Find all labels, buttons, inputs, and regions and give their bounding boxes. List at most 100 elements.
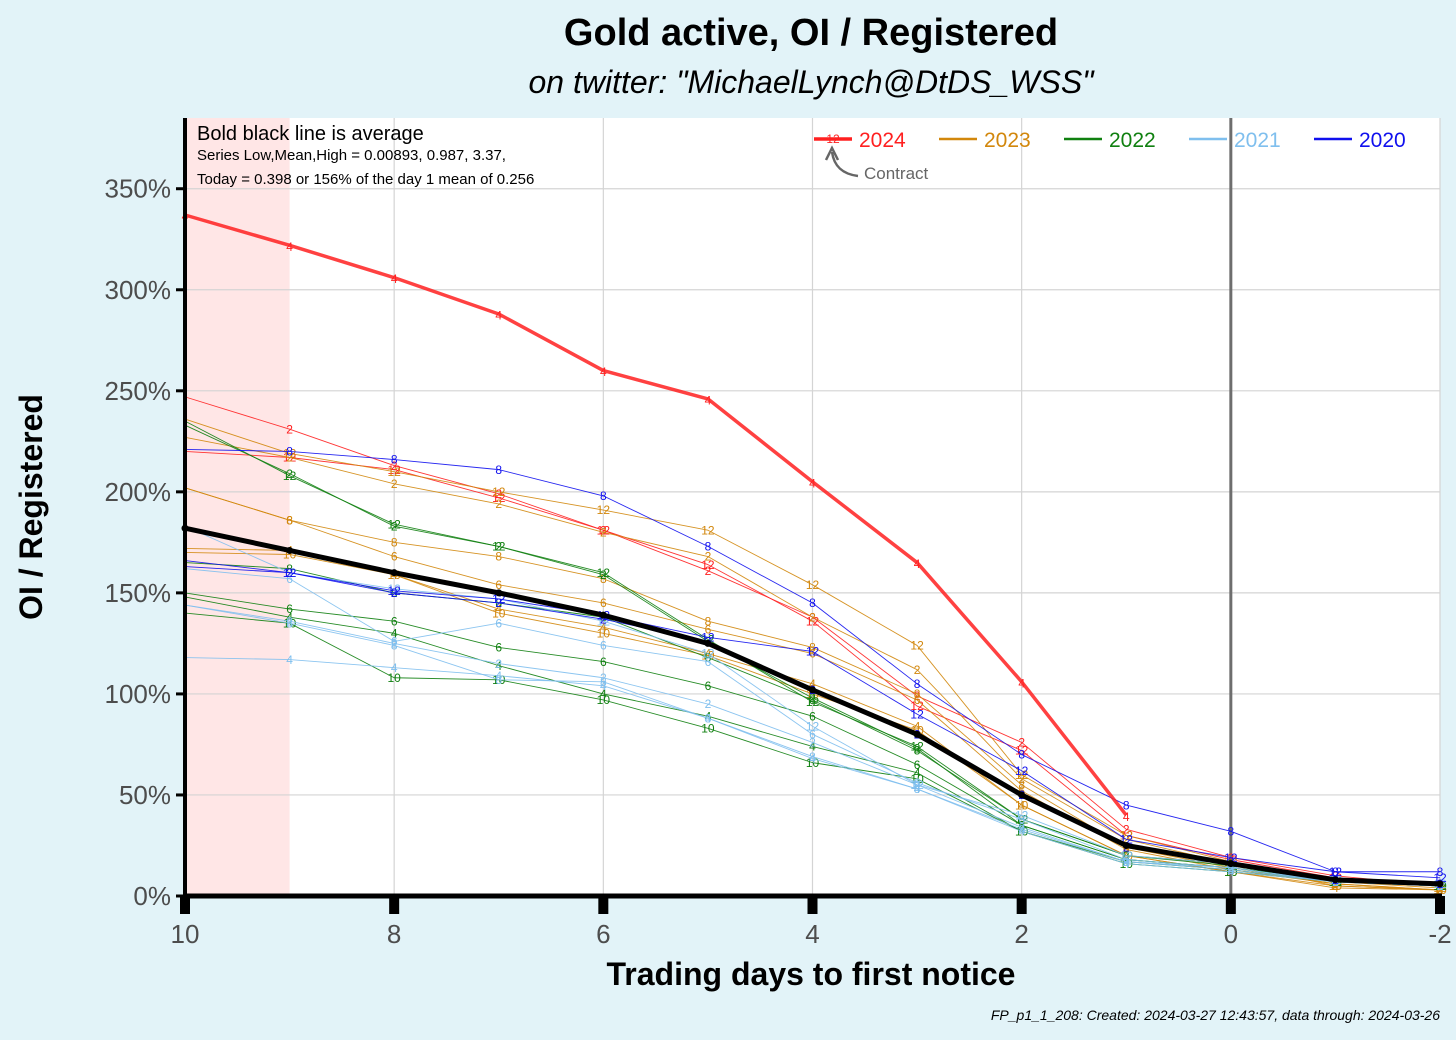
point-label: 6 [809, 728, 816, 742]
series-2021-c2-line [184, 604, 1441, 887]
point-label: 2 [391, 459, 398, 473]
axes: 0%50%100%150%200%250%300%350%10 8 6 4 2 0 -2 [105, 118, 1452, 949]
point-label: 2 [1332, 869, 1339, 883]
point-label: 8 [391, 536, 398, 550]
point-label: 6 [1018, 818, 1025, 832]
y-tick-label: 300% [105, 275, 172, 305]
series-2020-c12-line [184, 566, 1441, 879]
series-2024-c4-line [184, 213, 1128, 817]
point-label: 2 [1018, 820, 1025, 834]
x-tick-mark [1435, 896, 1445, 914]
series-2024-c12-line [184, 450, 1441, 887]
point-label: 12 [1329, 865, 1343, 879]
point-label: 2 [914, 663, 921, 677]
point-label: 8 [1123, 798, 1130, 812]
point-label: 8 [809, 596, 816, 610]
series-2021-c8-line [184, 604, 1441, 887]
point-label: 4 [705, 709, 712, 723]
point-label: 12 [1015, 744, 1029, 758]
legend-label-2020: 2020 [1359, 129, 1406, 152]
point-label: 4 [286, 610, 293, 624]
legend-item-2020: 2020 [1314, 129, 1406, 152]
point-label: 8 [495, 550, 502, 564]
point-label: 12 [1120, 829, 1134, 843]
average-point [1227, 860, 1235, 868]
highlight-band-layer [185, 118, 290, 896]
point-label: 2 [1437, 883, 1444, 897]
point-label: 8 [286, 616, 293, 630]
point-label: 12 [387, 517, 401, 531]
point-label: 8 [809, 750, 816, 764]
point-label: 6 [495, 616, 502, 630]
point-label: 12 [387, 463, 401, 477]
point-label: 8 [705, 614, 712, 628]
point-label: 4 [1018, 676, 1025, 690]
point-label: 6 [705, 655, 712, 669]
point-label: 2 [495, 487, 502, 501]
point-label: 8 [391, 453, 398, 467]
legend-label-2024: 2024 [859, 129, 906, 152]
point-label: 12 [910, 707, 924, 721]
point-label: 6 [600, 596, 607, 610]
point-label: 12 [701, 647, 715, 661]
point-label: 4 [495, 669, 502, 683]
point-label: 12 [1120, 849, 1134, 863]
point-label: 6 [1018, 812, 1025, 826]
point-label: 8 [1227, 825, 1234, 839]
point-label: 6 [1123, 843, 1130, 857]
point-label: 4 [495, 309, 502, 323]
point-label: 4 [600, 620, 607, 634]
chart-subtitle: on twitter: "MichaelLynch@DtDS_WSS" [528, 64, 1095, 100]
point-label: 4 [1018, 825, 1025, 839]
point-label: 8 [1437, 865, 1444, 879]
point-label: 4 [1123, 810, 1130, 824]
point-label: 2 [914, 778, 921, 792]
legend-item-2023: 2023 [939, 129, 1031, 152]
point-label: 8 [705, 540, 712, 554]
point-label: 4 [1123, 857, 1130, 871]
y-tick-label: 250% [105, 376, 172, 406]
x-tick-label: -2 [1428, 919, 1451, 949]
point-label: 6 [914, 758, 921, 772]
point-label: 8 [286, 445, 293, 459]
x-tick-mark [1016, 896, 1027, 914]
point-label: 6 [600, 655, 607, 669]
point-label: 2 [600, 612, 607, 626]
point-label: 4 [600, 687, 607, 701]
point-label: 12 [597, 523, 611, 537]
y-tick-label: 150% [105, 578, 172, 608]
average-point [1122, 841, 1130, 849]
point-label: 10 [1329, 879, 1343, 893]
x-tick-label: 2 [1014, 919, 1028, 949]
point-label: 8 [495, 673, 502, 687]
x-tick-label: 10 [171, 919, 200, 949]
point-label: 8 [600, 572, 607, 586]
contract-arrowhead-icon [824, 145, 840, 161]
point-label: 6 [391, 614, 398, 628]
point-label: 4 [391, 272, 398, 286]
point-label: 2 [600, 671, 607, 685]
average-point [390, 569, 398, 577]
point-label: 12 [806, 719, 820, 733]
point-label: 6 [391, 635, 398, 649]
point-label: 4 [1332, 881, 1339, 895]
point-label: 10 [597, 626, 611, 640]
point-label: 4 [809, 752, 816, 766]
y-axis-title: OI / Registered [13, 394, 49, 620]
average-point [913, 730, 921, 738]
point-label: 4 [495, 659, 502, 673]
point-label: 6 [391, 550, 398, 564]
legend-label-2023: 2023 [984, 129, 1031, 152]
point-label: 2 [286, 422, 293, 436]
y-tick-label: 50% [119, 780, 171, 810]
point-label: 8 [1018, 823, 1025, 837]
point-label: 6 [705, 622, 712, 636]
series-2021-c4-line [184, 657, 1441, 887]
point-label: 12 [701, 523, 715, 537]
x-tick-mark [807, 896, 818, 914]
point-label: 2 [495, 657, 502, 671]
point-label: 2 [1018, 772, 1025, 786]
point-label: 4 [809, 677, 816, 691]
point-label: 8 [600, 489, 607, 503]
x-axis-title: Trading days to first notice [607, 956, 1016, 992]
